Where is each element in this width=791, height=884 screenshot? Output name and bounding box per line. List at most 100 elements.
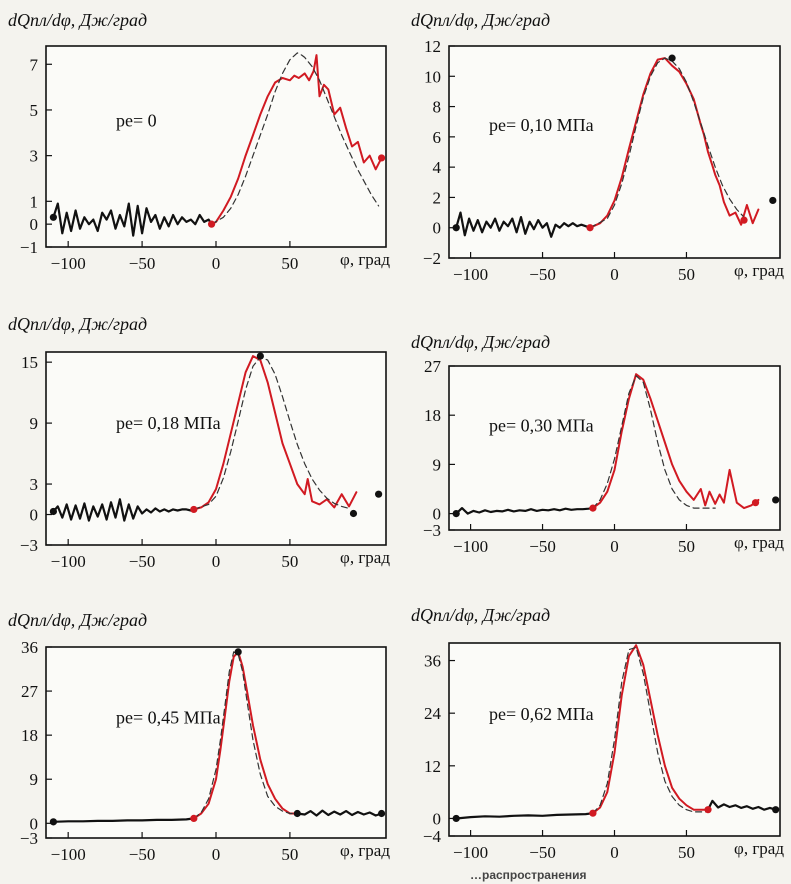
series-line-black-dashed: [592, 375, 716, 509]
data-point-marker: [234, 648, 242, 656]
x-tick-label: −100: [51, 254, 86, 273]
data-point-marker: [589, 809, 597, 817]
x-tick-label: −50: [129, 552, 156, 571]
y-tick-label: 12: [424, 757, 441, 776]
x-tick-label: 50: [281, 552, 298, 571]
y-tick-label: 9: [30, 770, 39, 789]
pressure-annotation: pe= 0,45 МПа: [116, 707, 221, 727]
y-tick-label: 0: [30, 814, 39, 833]
x-tick-label: 0: [610, 843, 619, 862]
data-point-marker: [769, 196, 777, 205]
x-tick-label: −50: [129, 845, 156, 864]
data-point-marker: [772, 496, 780, 504]
series-line-black-solid: [52, 498, 195, 522]
chart-panel-3: dQпл/dφ, Дж/град −3 0 3 9 15 −100 −50 0 50 φ, град…: [8, 314, 390, 571]
y-axis-label: dQпл/dφ, Дж/град: [8, 10, 147, 30]
x-tick-label: 0: [212, 254, 221, 273]
y-tick-label: −4: [423, 827, 442, 846]
pressure-annotation: pe= 0,62 МПа: [489, 704, 594, 724]
series-line-red-solid: [591, 644, 709, 815]
chart-panel-1: dQпл/dφ, Дж/град −1 0 1 3 5 7 −100 −50 0 50 φ, град…: [8, 10, 390, 273]
x-tick-label: 50: [281, 254, 298, 273]
x-tick-label: −50: [529, 843, 556, 862]
y-tick-label: 0: [30, 506, 39, 525]
data-point-marker: [49, 507, 57, 516]
y-axis-label: dQпл/dφ, Дж/град: [411, 605, 550, 625]
y-tick-label: 7: [30, 55, 39, 74]
y-tick-label: −3: [20, 536, 38, 555]
y-tick-label: 9: [433, 455, 442, 474]
series-line-black-solid: [52, 202, 213, 237]
x-tick-label: −50: [129, 254, 156, 273]
y-tick-label: 0: [433, 809, 442, 828]
y-tick-label: 18: [424, 406, 441, 425]
y-tick-label: −3: [423, 521, 441, 540]
y-axis-label: dQпл/dφ, Дж/град: [411, 332, 550, 352]
series-line-black-solid: [455, 812, 595, 820]
series-line-black-solid: [455, 507, 595, 515]
data-point-marker: [452, 224, 460, 232]
y-tick-label: 6: [433, 128, 442, 147]
x-tick-label: −100: [51, 845, 86, 864]
data-point-marker: [256, 352, 264, 360]
x-tick-label: 0: [610, 265, 619, 284]
plot-frame: [45, 646, 387, 839]
y-tick-label: 36: [21, 638, 38, 657]
pressure-annotation: pe= 0,18 МПа: [116, 413, 221, 433]
y-axis-label: dQпл/dφ, Дж/град: [411, 10, 550, 30]
data-point-marker: [740, 216, 748, 224]
pressure-annotation: pe= 0,30 МПа: [489, 416, 594, 436]
series-line-black-dashed: [193, 356, 350, 510]
plot-frame: [45, 45, 387, 248]
series-line-red-solid: [192, 650, 299, 820]
y-axis-label: dQпл/dφ, Дж/град: [8, 610, 147, 630]
x-tick-label: 0: [610, 537, 619, 556]
y-tick-label: −2: [423, 249, 441, 268]
x-tick-label: 0: [212, 845, 221, 864]
y-tick-label: 18: [21, 726, 38, 745]
x-tick-label: 50: [281, 845, 298, 864]
x-axis-label: φ, град: [734, 261, 784, 280]
data-point-marker: [349, 509, 358, 518]
x-axis-label: φ, град: [734, 533, 784, 552]
y-tick-label: 8: [433, 98, 442, 117]
series-line-black-dashed: [193, 651, 298, 820]
series-line-black-solid: [52, 817, 195, 823]
series-line-black-solid: [706, 799, 777, 811]
y-tick-label: 15: [21, 353, 38, 372]
series-line-black-solid: [296, 809, 383, 817]
data-point-marker: [704, 806, 712, 814]
x-tick-label: 0: [212, 552, 221, 571]
y-tick-label: 27: [21, 682, 39, 701]
series-line-black-dashed: [592, 646, 709, 814]
x-tick-label: 50: [678, 265, 695, 284]
y-tick-label: 3: [30, 475, 39, 494]
y-tick-label: 24: [424, 704, 442, 723]
x-tick-label: −100: [51, 552, 86, 571]
y-tick-label: 2: [433, 188, 442, 207]
x-axis-label: φ, град: [340, 841, 390, 860]
data-point-marker: [377, 809, 386, 818]
y-tick-label: 4: [433, 158, 442, 177]
y-tick-label: −3: [20, 829, 38, 848]
x-tick-label: −100: [453, 265, 488, 284]
data-point-marker: [452, 509, 460, 518]
x-tick-label: 50: [678, 843, 695, 862]
data-point-marker: [49, 213, 57, 221]
y-tick-label: 3: [30, 147, 39, 166]
y-tick-label: 9: [30, 414, 39, 433]
x-axis-label: φ, град: [734, 839, 784, 858]
y-tick-label: 10: [424, 67, 441, 86]
y-tick-label: 36: [424, 652, 441, 671]
chart-panel-2: dQпл/dφ, Дж/град −2 0 2 4 6 8 10 12 −100 −50 0 50 φ, …: [411, 10, 784, 284]
series-line-red-solid: [591, 373, 760, 510]
x-tick-label: −50: [529, 537, 556, 556]
data-point-marker: [589, 504, 597, 512]
data-point-marker: [586, 224, 594, 232]
series-line-red-solid: [192, 355, 358, 511]
data-point-marker: [190, 505, 198, 514]
y-tick-label: 0: [30, 215, 39, 234]
